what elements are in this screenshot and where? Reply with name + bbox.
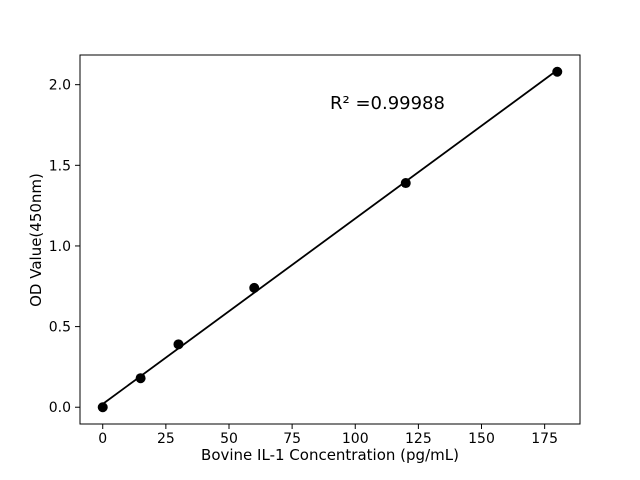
x-tick-label: 50 [220,431,238,447]
x-tick-label: 100 [342,431,369,447]
data-point [400,178,411,189]
axes-spines [79,54,581,425]
x-tick-label: 125 [405,431,432,447]
y-tick-label: 2.0 [49,78,71,94]
y-tick-label: 0.5 [49,320,71,336]
y-axis-label: OD Value(450nm) [27,173,45,307]
y-tick-label: 1.5 [49,158,71,174]
data-point [249,282,260,293]
fit-line [102,69,558,405]
data-point [552,66,563,77]
y-tick-label: 1.0 [49,239,71,255]
x-tick-label: 175 [531,431,558,447]
x-tick-label: 75 [283,431,301,447]
data-point [97,402,108,413]
x-tick-label: 0 [98,431,107,447]
y-tick-label: 0.0 [49,400,71,416]
r-squared-annotation: R² =0.99988 [330,93,445,115]
x-tick-label: 150 [468,431,495,447]
x-axis-label: Bovine IL-1 Concentration (pg/mL) [201,446,459,464]
data-point [173,339,184,350]
data-point [135,373,146,384]
x-tick-label: 25 [157,431,175,447]
